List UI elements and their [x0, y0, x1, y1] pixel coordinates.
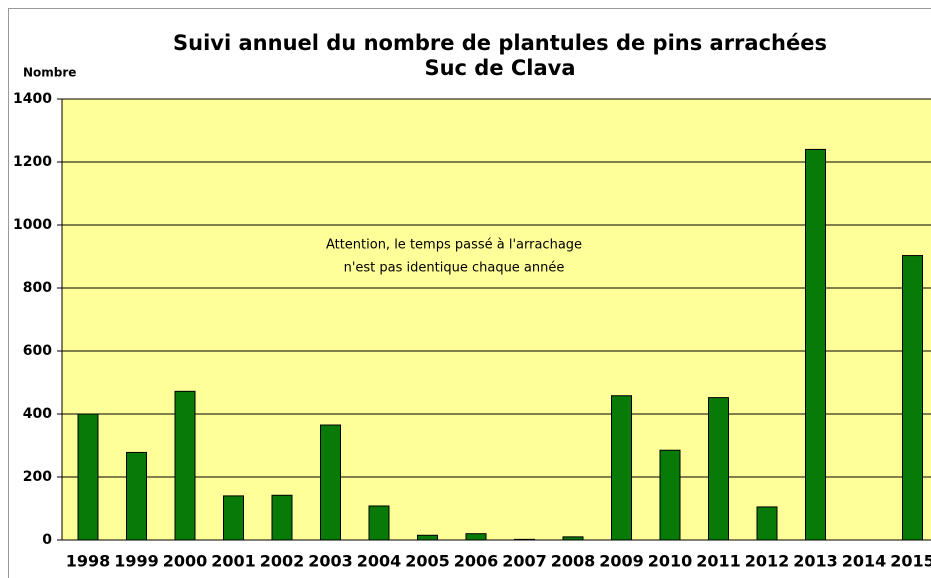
bar	[320, 424, 341, 541]
bar	[708, 397, 729, 541]
bar	[514, 538, 535, 541]
bar	[174, 390, 196, 541]
x-tick-label: 2010	[648, 552, 693, 571]
x-tick-label: 2004	[357, 552, 402, 571]
bar	[126, 451, 147, 541]
x-tick-label: 2007	[502, 552, 547, 571]
bar	[368, 505, 390, 541]
chart-title: Suivi annuel du nombre de plantules de p…	[173, 31, 827, 55]
chart-subtitle: Suc de Clava	[424, 56, 575, 80]
y-tick-label: 1000	[13, 217, 52, 233]
bar	[659, 449, 681, 541]
bar	[562, 536, 584, 541]
x-tick-label: 1999	[114, 552, 159, 571]
x-tick-label: 2001	[211, 552, 256, 571]
y-axis-label: Nombre	[23, 66, 76, 80]
y-tick-label: 200	[23, 469, 52, 485]
bar	[805, 148, 826, 541]
y-tick-label: 400	[23, 406, 52, 422]
x-tick-label: 2012	[745, 552, 790, 571]
x-tick-label: 2006	[454, 552, 499, 571]
bar	[271, 494, 293, 541]
bar	[611, 395, 632, 541]
x-tick-label: 2002	[260, 552, 305, 571]
x-tick-label: 1998	[66, 552, 111, 571]
x-tick-label: 2008	[551, 552, 596, 571]
bar	[77, 413, 99, 541]
bar	[417, 534, 438, 541]
bar	[465, 533, 487, 541]
annotation: n'est pas identique chaque année	[344, 261, 565, 276]
x-tick-label: 2011	[696, 552, 741, 571]
bar	[756, 506, 778, 541]
x-tick-label: 2015	[890, 552, 931, 571]
bar	[902, 255, 923, 541]
x-tick-label: 2003	[308, 552, 353, 571]
annotation: Attention, le temps passé à l'arrachage	[326, 238, 582, 253]
x-tick-label: 2013	[793, 552, 838, 571]
y-tick-label: 800	[23, 280, 52, 296]
plot-area	[62, 99, 931, 540]
y-tick-label: 0	[42, 532, 52, 548]
bar	[223, 495, 244, 541]
x-tick-label: 2000	[163, 552, 208, 571]
x-tick-label: 2014	[842, 552, 887, 571]
y-tick-label: 1400	[13, 91, 52, 107]
x-tick-label: 2009	[599, 552, 644, 571]
y-tick-label: 600	[23, 343, 52, 359]
x-tick-label: 2005	[405, 552, 450, 571]
y-tick-label: 1200	[13, 154, 52, 170]
